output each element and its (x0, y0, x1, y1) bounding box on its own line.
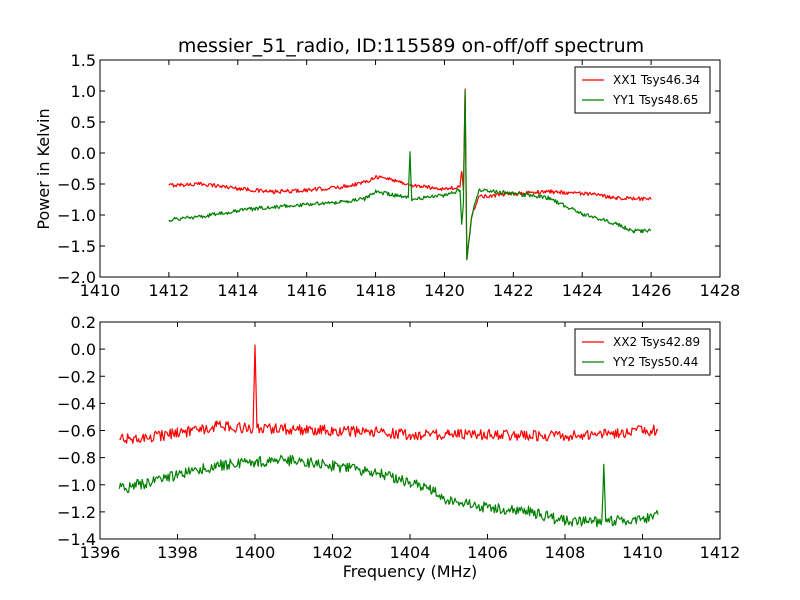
top-plot-frame (99, 59, 721, 278)
top-y-tick-label: −1.5 (57, 237, 96, 256)
top-x-tick-label: 1418 (355, 281, 396, 300)
bottom-legend-label: YY2 Tsys50.44 (612, 355, 698, 369)
top-y-tick-label: 0.0 (71, 144, 96, 163)
top-y-tick-label: −0.5 (57, 175, 96, 194)
top-series-line-2 (168, 90, 652, 261)
bottom-y-tick-label: −1.2 (57, 503, 96, 522)
bottom-y-tick-label: −0.8 (57, 449, 96, 468)
bottom-y-tick-label: 0.0 (71, 340, 96, 359)
bottom-y-tick-label: −0.6 (57, 422, 96, 441)
top-x-tick-label: 1426 (631, 281, 672, 300)
bottom-x-tick-label: 1396 (80, 543, 121, 562)
top-y-tick-label: −1.0 (57, 206, 96, 225)
bottom-y-tick-label: −0.4 (57, 394, 96, 413)
bottom-series-line-1 (119, 344, 659, 444)
top-x-tick-label: 1416 (286, 281, 327, 300)
bottom-x-axis-label: Frequency (MHz) (343, 562, 477, 581)
bottom-x-tick-label: 1400 (235, 543, 276, 562)
figure-title: messier_51_radio, ID:115589 on-off/off s… (178, 35, 644, 57)
bottom-y-tick-label: −1.4 (57, 530, 96, 549)
bottom-chart: Frequency (MHz) 1396 1398 1400 1402 1404 1406… (57, 313, 740, 581)
bottom-y-tick-label: −0.2 (57, 367, 96, 386)
bottom-x-tick-label: 1402 (312, 543, 353, 562)
bottom-x-tick-label: 1412 (700, 543, 741, 562)
top-y-tick-label: −2.0 (57, 268, 96, 287)
top-y-axis-label: Power in Kelvin (34, 108, 53, 229)
top-x-tick-label: 1422 (493, 281, 534, 300)
bottom-legend (574, 328, 711, 376)
bottom-legend-label: XX2 Tsys42.89 (613, 335, 700, 349)
bottom-x-tick-label: 1410 (622, 543, 663, 562)
bottom-x-tick-label: 1398 (157, 543, 198, 562)
top-x-tick-label: 1412 (149, 281, 190, 300)
top-y-tick-label: 1.0 (71, 82, 96, 101)
bottom-x-tick-label: 1406 (467, 543, 508, 562)
top-x-tick-label: 1428 (700, 281, 741, 300)
top-legend-label: YY1 Tsys48.65 (612, 93, 698, 107)
bottom-y-tick-label: −1.0 (57, 476, 96, 495)
bottom-y-tick-label: 0.2 (71, 313, 96, 332)
top-x-tick-label: 1424 (562, 281, 603, 300)
top-x-tick-label: 1420 (424, 281, 465, 300)
top-y-tick-label: 0.5 (71, 113, 96, 132)
top-legend-label: XX1 Tsys46.34 (613, 73, 700, 87)
bottom-x-tick-label: 1408 (545, 543, 586, 562)
top-y-tick-label: 1.5 (71, 51, 96, 70)
top-chart: Power in Kelvin 1410 1412 1414 1416 1418 1420… (34, 51, 740, 300)
top-x-tick-label: 1414 (217, 281, 258, 300)
bottom-series-line-2 (118, 454, 659, 528)
top-x-tick-label: 1410 (80, 281, 121, 300)
top-series-line-1 (168, 88, 652, 261)
top-legend (574, 66, 711, 114)
bottom-x-tick-label: 1404 (390, 543, 431, 562)
